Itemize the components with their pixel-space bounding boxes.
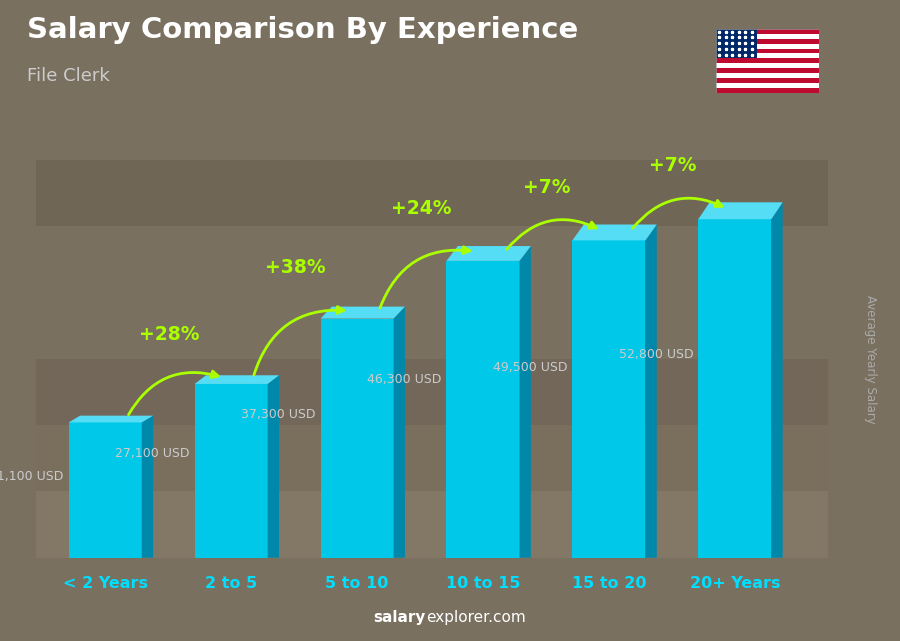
Bar xyxy=(572,240,645,558)
Text: 46,300 USD: 46,300 USD xyxy=(367,373,441,386)
Bar xyxy=(716,73,819,78)
Bar xyxy=(68,422,142,558)
Text: < 2 Years: < 2 Years xyxy=(63,576,148,590)
Bar xyxy=(36,160,828,226)
Bar xyxy=(194,384,267,558)
Polygon shape xyxy=(698,203,783,219)
Text: 37,300 USD: 37,300 USD xyxy=(241,408,316,420)
Bar xyxy=(716,29,819,34)
Text: salary: salary xyxy=(374,610,426,625)
Bar xyxy=(716,34,819,38)
Polygon shape xyxy=(68,415,153,422)
Text: 27,100 USD: 27,100 USD xyxy=(115,447,190,460)
Bar xyxy=(36,425,828,492)
Text: 52,800 USD: 52,800 USD xyxy=(618,348,693,361)
Bar xyxy=(716,49,819,53)
Bar xyxy=(716,88,819,93)
Polygon shape xyxy=(771,203,783,558)
Bar xyxy=(716,83,819,88)
Text: 10 to 15: 10 to 15 xyxy=(446,576,520,590)
Bar xyxy=(716,53,819,58)
Bar xyxy=(698,219,771,558)
Polygon shape xyxy=(320,306,405,319)
Polygon shape xyxy=(142,415,153,558)
Bar xyxy=(36,492,828,558)
Bar xyxy=(320,319,393,558)
Bar xyxy=(446,261,519,558)
Text: 21,100 USD: 21,100 USD xyxy=(0,470,64,483)
Text: Average Yearly Salary: Average Yearly Salary xyxy=(865,295,878,423)
Polygon shape xyxy=(572,224,657,240)
Bar xyxy=(716,38,819,44)
Bar xyxy=(36,359,828,425)
Bar xyxy=(716,69,819,73)
Text: 5 to 10: 5 to 10 xyxy=(326,576,389,590)
Text: +7%: +7% xyxy=(523,178,571,197)
Text: 15 to 20: 15 to 20 xyxy=(572,576,646,590)
Polygon shape xyxy=(519,246,531,558)
Bar xyxy=(716,44,819,49)
Polygon shape xyxy=(645,224,657,558)
Polygon shape xyxy=(393,306,405,558)
Bar xyxy=(36,293,828,359)
Text: 49,500 USD: 49,500 USD xyxy=(493,361,567,374)
Text: +28%: +28% xyxy=(139,325,200,344)
Text: +24%: +24% xyxy=(391,199,451,218)
Polygon shape xyxy=(446,246,531,261)
Bar xyxy=(716,78,819,83)
Bar xyxy=(36,226,828,293)
Text: Salary Comparison By Experience: Salary Comparison By Experience xyxy=(27,16,578,44)
Text: File Clerk: File Clerk xyxy=(27,67,110,85)
Text: 2 to 5: 2 to 5 xyxy=(205,576,257,590)
Text: explorer.com: explorer.com xyxy=(426,610,526,625)
Text: +38%: +38% xyxy=(265,258,326,277)
Bar xyxy=(716,63,819,69)
Bar xyxy=(716,29,757,58)
Polygon shape xyxy=(194,375,279,384)
Text: 20+ Years: 20+ Years xyxy=(689,576,780,590)
Bar xyxy=(716,58,819,63)
Text: +7%: +7% xyxy=(649,156,697,175)
Polygon shape xyxy=(267,375,279,558)
